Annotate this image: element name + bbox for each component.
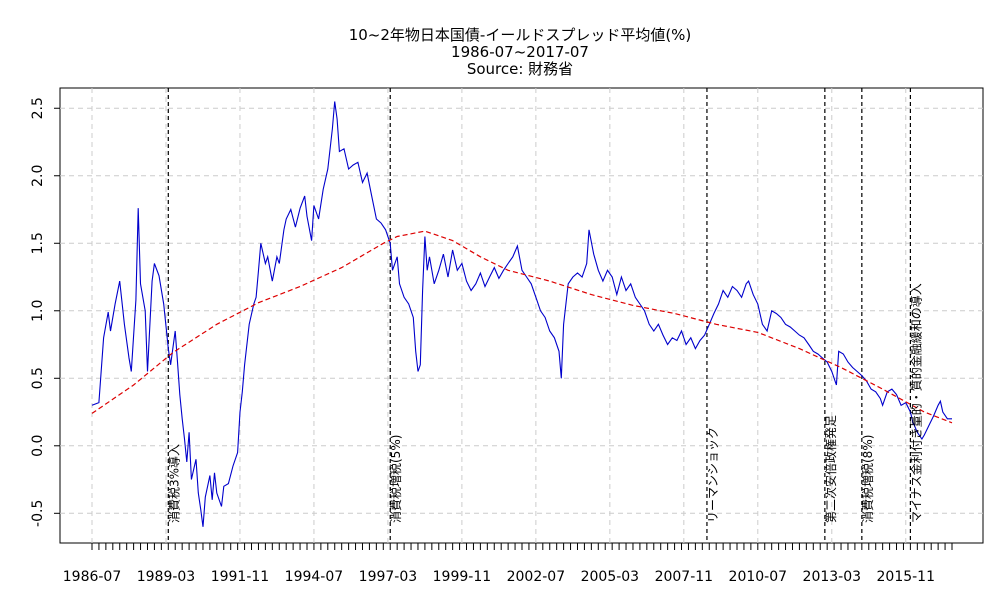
x-tick-label: 1994-07 — [285, 569, 344, 585]
chart-title-line-1: 10~2年物日本国債-イールドスプレッド平均値(%) — [349, 26, 692, 44]
y-tick-label: -0.5 — [30, 500, 46, 527]
y-tick-label: 0.0 — [30, 435, 46, 457]
x-tick-label: 2002-07 — [507, 569, 566, 585]
x-gridlines — [91, 88, 907, 543]
event-lines — [167, 88, 911, 543]
event-label: リーマンショック — [706, 427, 720, 523]
chart-title-line-3: Source: 財務省 — [467, 60, 573, 78]
x-tick-label: 2015-11 — [877, 569, 936, 585]
x-tick-label: 2005-03 — [581, 569, 640, 585]
event-labels: 消費税3%導入 消費税増税(5%) リーマンショック 第二次安倍政権発足 消費税増税(8… — [166, 283, 923, 523]
series-layer — [91, 101, 953, 527]
y-tick-label: 2.0 — [30, 165, 46, 187]
x-tick-label: 2010-07 — [729, 569, 788, 585]
x-tick-label: 2007-11 — [655, 569, 714, 585]
event-label: 消費税3%導入 — [166, 444, 181, 523]
y-axis: -0.5 0.0 0.5 1.0 1.5 2.0 2.5 — [30, 97, 60, 527]
event-label: マイナス金利付き量的・質的金融緩和の導入 — [908, 283, 923, 523]
plot-frame — [59, 87, 984, 544]
x-tick-label: 1986-07 — [63, 569, 122, 585]
event-label: 第二次安倍政権発足 — [823, 415, 838, 523]
x-tick-label: 1991-11 — [211, 569, 270, 585]
x-tick-label: 1997-03 — [359, 569, 418, 585]
x-tick-label: 1999-11 — [433, 569, 492, 585]
x-axis: 1986-07 1989-03 1991-11 1994-07 1997-03 1999-… — [63, 543, 953, 585]
x-tick-label: 2013-03 — [803, 569, 862, 585]
x-tick-label: 1989-03 — [137, 569, 196, 585]
y-tick-label: 1.0 — [30, 300, 46, 322]
spread-line — [91, 101, 952, 527]
y-tick-label: 0.5 — [30, 367, 46, 389]
y-tick-label: 1.5 — [30, 232, 46, 254]
chart-title-line-2: 1986-07~2017-07 — [451, 43, 589, 61]
y-tick-label: 2.5 — [30, 97, 46, 119]
trend-line — [91, 230, 953, 424]
y-gridlines — [60, 107, 983, 514]
event-label: 消費税増税(8%) — [860, 435, 875, 523]
event-label: 消費税増税(5%) — [388, 435, 403, 523]
